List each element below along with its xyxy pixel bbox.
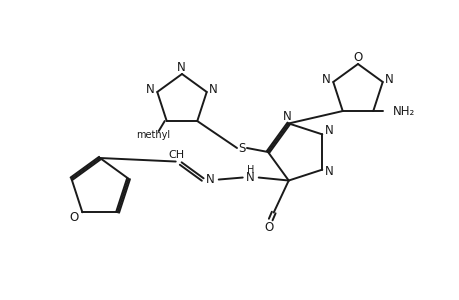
- Text: CH: CH: [168, 149, 185, 160]
- Text: N: N: [385, 74, 393, 86]
- Text: H: H: [246, 164, 254, 175]
- Text: N: N: [321, 74, 330, 86]
- Text: methyl: methyl: [135, 130, 169, 140]
- Text: NH₂: NH₂: [392, 104, 414, 118]
- Text: N: N: [206, 173, 215, 186]
- Text: O: O: [70, 211, 79, 224]
- Text: N: N: [209, 83, 218, 97]
- Text: N: N: [324, 165, 333, 178]
- Text: N: N: [283, 110, 291, 123]
- Text: N: N: [176, 61, 185, 74]
- Text: S: S: [238, 142, 245, 154]
- Text: N: N: [146, 83, 154, 97]
- Text: N: N: [246, 171, 255, 184]
- Text: O: O: [263, 221, 273, 234]
- Text: N: N: [324, 124, 333, 137]
- Text: O: O: [353, 50, 362, 64]
